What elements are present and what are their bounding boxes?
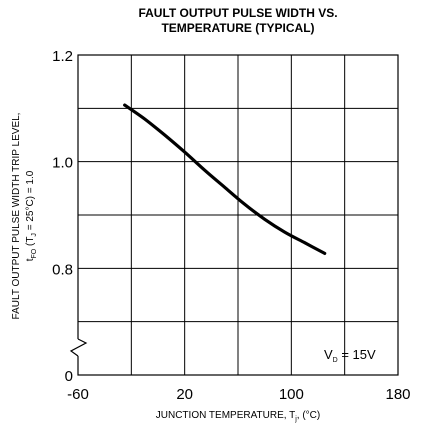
y-tick-label: 1.2 [52,48,73,65]
tick-labels: -60 20 100 180 1.2 1.0 0.8 0 [52,48,410,403]
plot-frame [77,54,399,376]
x-axis-label: JUNCTION TEMPERATURE, Tj, (°C) [156,410,320,423]
y-axis-label-line-1: FAULT OUTPUT PULSE WIDTH TRIP LEVEL, [11,113,22,320]
grid [78,55,398,375]
series-layer [123,103,327,255]
y-tick-label: 1.0 [52,155,73,172]
x-tick-label: 180 [385,386,410,403]
x-tick-label: 20 [176,386,193,403]
chart-title-line-2: TEMPERATURE (TYPICAL) [161,21,314,35]
x-tick-label: -60 [67,386,89,403]
y-axis-label: FAULT OUTPUT PULSE WIDTH TRIP LEVEL, tFO… [11,113,38,320]
series-line-0 [123,103,327,255]
y-axis-break [69,338,88,357]
y-tick-label: 0.8 [52,261,73,278]
y-axis-label-line-2: tFO (TJ = 25°C) = 1.0 [25,170,38,261]
y-tick-label: 0 [65,368,73,385]
chart-title-line-1: FAULT OUTPUT PULSE WIDTH VS. [138,6,337,20]
x-tick-label: 100 [279,386,304,403]
annotation-vd: VD = 15V [324,347,376,364]
